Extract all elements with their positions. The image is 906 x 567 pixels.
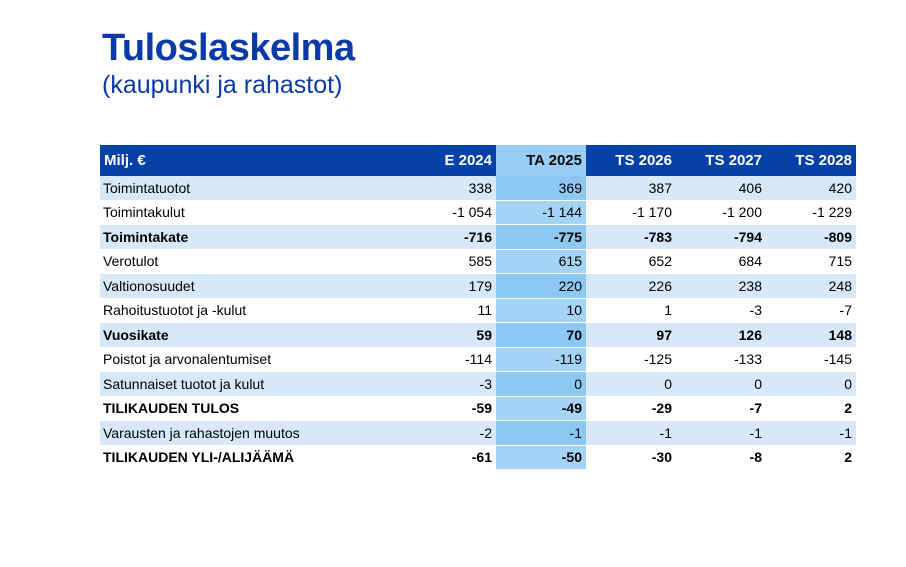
row-value: 238 <box>676 274 766 299</box>
row-value: 369 <box>496 176 586 201</box>
row-value: -7 <box>676 396 766 421</box>
table-row: Varausten ja rahastojen muutos -2 -1 -1 -1 -1 <box>100 421 856 446</box>
row-value: -61 <box>406 445 496 469</box>
row-value: -1 054 <box>406 200 496 225</box>
row-value: 1 <box>586 298 676 323</box>
table-row: Vuosikate 59 70 97 126 148 <box>100 323 856 348</box>
row-value: 0 <box>586 372 676 397</box>
row-value: 10 <box>496 298 586 323</box>
row-value: -29 <box>586 396 676 421</box>
row-label: Vuosikate <box>100 323 406 348</box>
row-label: Rahoitustuotot ja -kulut <box>100 298 406 323</box>
row-value: -3 <box>676 298 766 323</box>
row-value: 148 <box>766 323 856 348</box>
row-value: 11 <box>406 298 496 323</box>
row-value: 2 <box>766 396 856 421</box>
page-subtitle: (kaupunki ja rahastot) <box>102 71 343 99</box>
row-value: -783 <box>586 225 676 250</box>
column-header: E 2024 <box>406 145 496 176</box>
row-value: 0 <box>766 372 856 397</box>
row-value: 0 <box>496 372 586 397</box>
row-label: Satunnaiset tuotot ja kulut <box>100 372 406 397</box>
table-row: Toimintakate -716 -775 -783 -794 -809 <box>100 225 856 250</box>
row-value: 179 <box>406 274 496 299</box>
row-value: -145 <box>766 347 856 372</box>
row-value: -50 <box>496 445 586 469</box>
row-value: 715 <box>766 249 856 274</box>
table-row: Verotulot 585 615 652 684 715 <box>100 249 856 274</box>
table-header-row: Milj. € E 2024 TA 2025 TS 2026 TS 2027 T… <box>100 145 856 176</box>
column-header: TA 2025 <box>496 145 586 176</box>
row-value: -49 <box>496 396 586 421</box>
row-value: 0 <box>676 372 766 397</box>
row-value: -809 <box>766 225 856 250</box>
row-label: Toimintakulut <box>100 200 406 225</box>
row-value: 684 <box>676 249 766 274</box>
row-value: -1 170 <box>586 200 676 225</box>
row-value: -133 <box>676 347 766 372</box>
row-value: 226 <box>586 274 676 299</box>
row-value: 2 <box>766 445 856 469</box>
column-header: TS 2028 <box>766 145 856 176</box>
row-value: -7 <box>766 298 856 323</box>
column-header: TS 2026 <box>586 145 676 176</box>
row-value: -119 <box>496 347 586 372</box>
row-value: 387 <box>586 176 676 201</box>
table-row: Valtionosuudet 179 220 226 238 248 <box>100 274 856 299</box>
table-row: TILIKAUDEN TULOS -59 -49 -29 -7 2 <box>100 396 856 421</box>
row-label: Valtionosuudet <box>100 274 406 299</box>
row-label: TILIKAUDEN YLI-/ALIJÄÄMÄ <box>100 445 406 469</box>
table-row: Toimintakulut -1 054 -1 144 -1 170 -1 200 -1 … <box>100 200 856 225</box>
row-value: -2 <box>406 421 496 446</box>
row-value: -794 <box>676 225 766 250</box>
row-value: 248 <box>766 274 856 299</box>
row-value: -114 <box>406 347 496 372</box>
row-value: -1 144 <box>496 200 586 225</box>
row-label: TILIKAUDEN TULOS <box>100 396 406 421</box>
row-label: Varausten ja rahastojen muutos <box>100 421 406 446</box>
row-value: -59 <box>406 396 496 421</box>
row-value: -1 229 <box>766 200 856 225</box>
unit-header: Milj. € <box>100 145 406 176</box>
table-row: TILIKAUDEN YLI-/ALIJÄÄMÄ -61 -50 -30 -8 2 <box>100 445 856 469</box>
row-value: -30 <box>586 445 676 469</box>
row-value: 652 <box>586 249 676 274</box>
row-value: 338 <box>406 176 496 201</box>
row-value: 585 <box>406 249 496 274</box>
table-row: Toimintatuotot 338 369 387 406 420 <box>100 176 856 201</box>
row-value: 220 <box>496 274 586 299</box>
row-value: 420 <box>766 176 856 201</box>
row-label: Poistot ja arvonalentumiset <box>100 347 406 372</box>
page-title: Tuloslaskelma <box>102 27 355 69</box>
row-value: -1 <box>496 421 586 446</box>
row-value: -1 <box>586 421 676 446</box>
row-value: -775 <box>496 225 586 250</box>
row-value: -1 <box>766 421 856 446</box>
income-statement-table: Milj. € E 2024 TA 2025 TS 2026 TS 2027 T… <box>100 145 856 469</box>
row-value: -1 <box>676 421 766 446</box>
row-value: 97 <box>586 323 676 348</box>
row-label: Toimintakate <box>100 225 406 250</box>
row-value: 126 <box>676 323 766 348</box>
row-value: 70 <box>496 323 586 348</box>
row-value: 406 <box>676 176 766 201</box>
row-label: Toimintatuotot <box>100 176 406 201</box>
row-value: 59 <box>406 323 496 348</box>
column-header: TS 2027 <box>676 145 766 176</box>
row-value: -8 <box>676 445 766 469</box>
table-row: Poistot ja arvonalentumiset -114 -119 -125-… <box>100 347 856 372</box>
row-value: -3 <box>406 372 496 397</box>
row-value: -716 <box>406 225 496 250</box>
row-value: -125 <box>586 347 676 372</box>
table-row: Rahoitustuotot ja -kulut 11 10 1 -3 -7 <box>100 298 856 323</box>
row-value: 615 <box>496 249 586 274</box>
row-value: -1 200 <box>676 200 766 225</box>
table-row: Satunnaiset tuotot ja kulut -3 0 0 0 0 <box>100 372 856 397</box>
row-label: Verotulot <box>100 249 406 274</box>
